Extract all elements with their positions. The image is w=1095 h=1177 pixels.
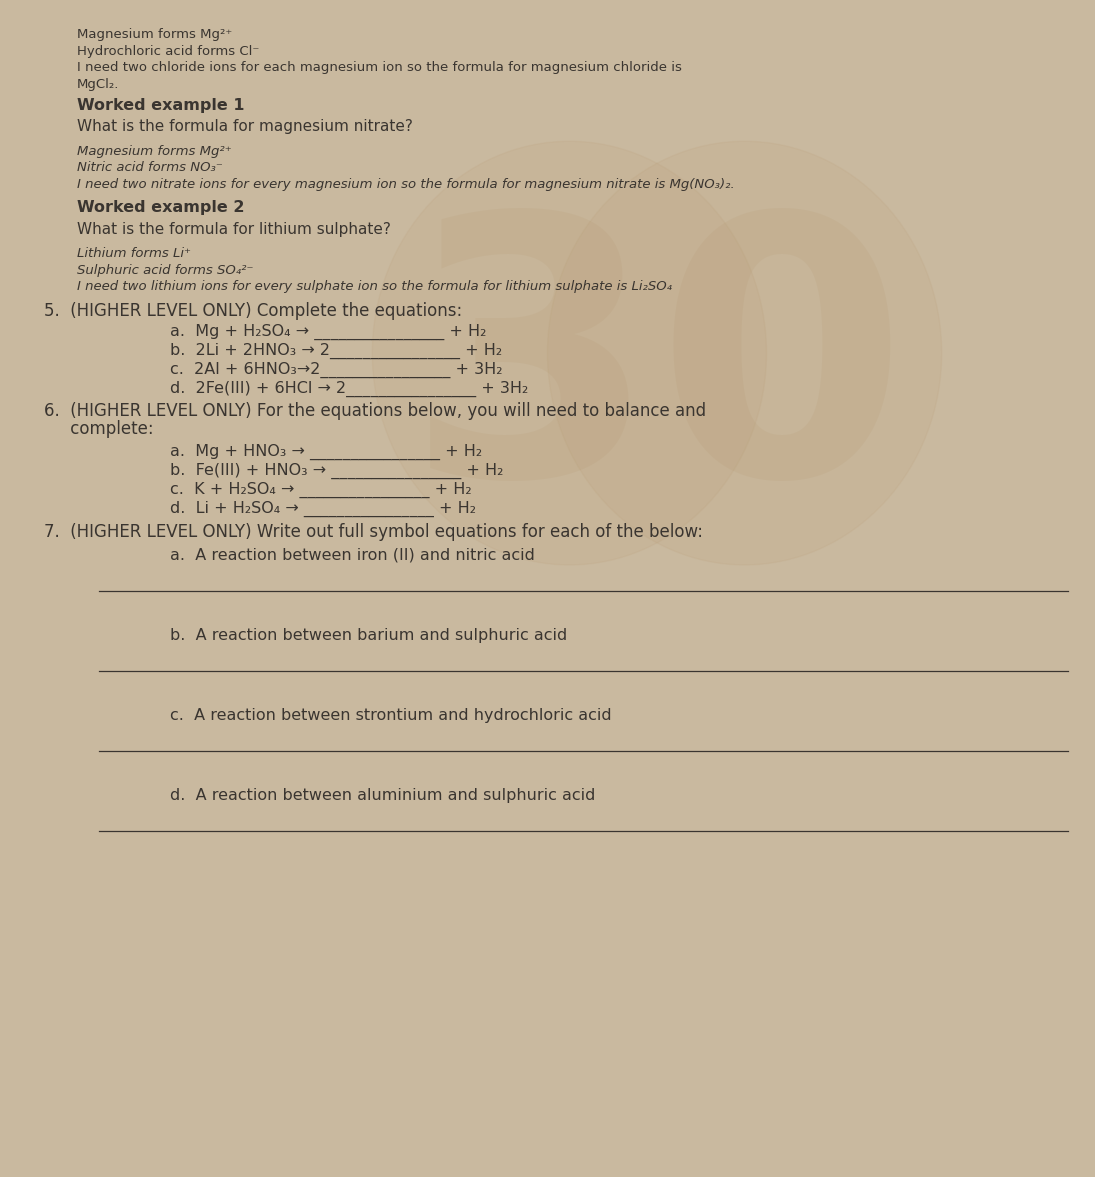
Text: MgCl₂.: MgCl₂. — [77, 78, 119, 91]
Text: a.  A reaction between iron (II) and nitric acid: a. A reaction between iron (II) and nitr… — [170, 547, 534, 563]
Text: I need two lithium ions for every sulphate ion so the formula for lithium sulpha: I need two lithium ions for every sulpha… — [77, 280, 671, 293]
Text: Worked example 1: Worked example 1 — [77, 98, 244, 113]
Text: Magnesium forms Mg²⁺: Magnesium forms Mg²⁺ — [77, 145, 231, 158]
Text: 7.  (HIGHER LEVEL ONLY) Write out full symbol equations for each of the below:: 7. (HIGHER LEVEL ONLY) Write out full sy… — [44, 524, 703, 541]
Text: What is the formula for magnesium nitrate?: What is the formula for magnesium nitrat… — [77, 119, 413, 134]
Text: c.  A reaction between strontium and hydrochloric acid: c. A reaction between strontium and hydr… — [170, 707, 611, 723]
Circle shape — [548, 141, 942, 565]
Text: a.  Mg + H₂SO₄ → ________________ + H₂: a. Mg + H₂SO₄ → ________________ + H₂ — [170, 324, 486, 340]
Text: I need two nitrate ions for every magnesium ion so the formula for magnesium nit: I need two nitrate ions for every magnes… — [77, 178, 735, 191]
Text: complete:: complete: — [44, 420, 153, 438]
Text: Worked example 2: Worked example 2 — [77, 200, 244, 215]
Text: d.  Li + H₂SO₄ → ________________ + H₂: d. Li + H₂SO₄ → ________________ + H₂ — [170, 500, 475, 517]
Text: c.  K + H₂SO₄ → ________________ + H₂: c. K + H₂SO₄ → ________________ + H₂ — [170, 481, 471, 498]
Text: 6.  (HIGHER LEVEL ONLY) For the equations below, you will need to balance and: 6. (HIGHER LEVEL ONLY) For the equations… — [44, 403, 706, 420]
Text: I need two chloride ions for each magnesium ion so the formula for magnesium chl: I need two chloride ions for each magnes… — [77, 61, 681, 74]
Text: b.  A reaction between barium and sulphuric acid: b. A reaction between barium and sulphur… — [170, 627, 567, 643]
Text: b.  2Li + 2HNO₃ → 2________________ + H₂: b. 2Li + 2HNO₃ → 2________________ + H₂ — [170, 343, 502, 359]
Text: Magnesium forms Mg²⁺: Magnesium forms Mg²⁺ — [77, 28, 232, 41]
Text: c.  2Al + 6HNO₃→2________________ + 3H₂: c. 2Al + 6HNO₃→2________________ + 3H₂ — [170, 361, 503, 378]
Text: b.  Fe(III) + HNO₃ → ________________ + H₂: b. Fe(III) + HNO₃ → ________________ + H… — [170, 463, 503, 479]
Text: Hydrochloric acid forms Cl⁻: Hydrochloric acid forms Cl⁻ — [77, 45, 260, 58]
Text: 30: 30 — [406, 202, 908, 551]
Text: a.  Mg + HNO₃ → ________________ + H₂: a. Mg + HNO₃ → ________________ + H₂ — [170, 444, 482, 460]
Circle shape — [372, 141, 766, 565]
Text: 5.  (HIGHER LEVEL ONLY) Complete the equations:: 5. (HIGHER LEVEL ONLY) Complete the equa… — [44, 302, 462, 320]
Text: Nitric acid forms NO₃⁻: Nitric acid forms NO₃⁻ — [77, 161, 222, 174]
Text: Lithium forms Li⁺: Lithium forms Li⁺ — [77, 247, 191, 260]
Text: What is the formula for lithium sulphate?: What is the formula for lithium sulphate… — [77, 221, 391, 237]
Text: d.  2Fe(III) + 6HCl → 2________________ + 3H₂: d. 2Fe(III) + 6HCl → 2________________ +… — [170, 380, 528, 397]
Text: Sulphuric acid forms SO₄²⁻: Sulphuric acid forms SO₄²⁻ — [77, 264, 253, 277]
Text: d.  A reaction between aluminium and sulphuric acid: d. A reaction between aluminium and sulp… — [170, 787, 595, 803]
